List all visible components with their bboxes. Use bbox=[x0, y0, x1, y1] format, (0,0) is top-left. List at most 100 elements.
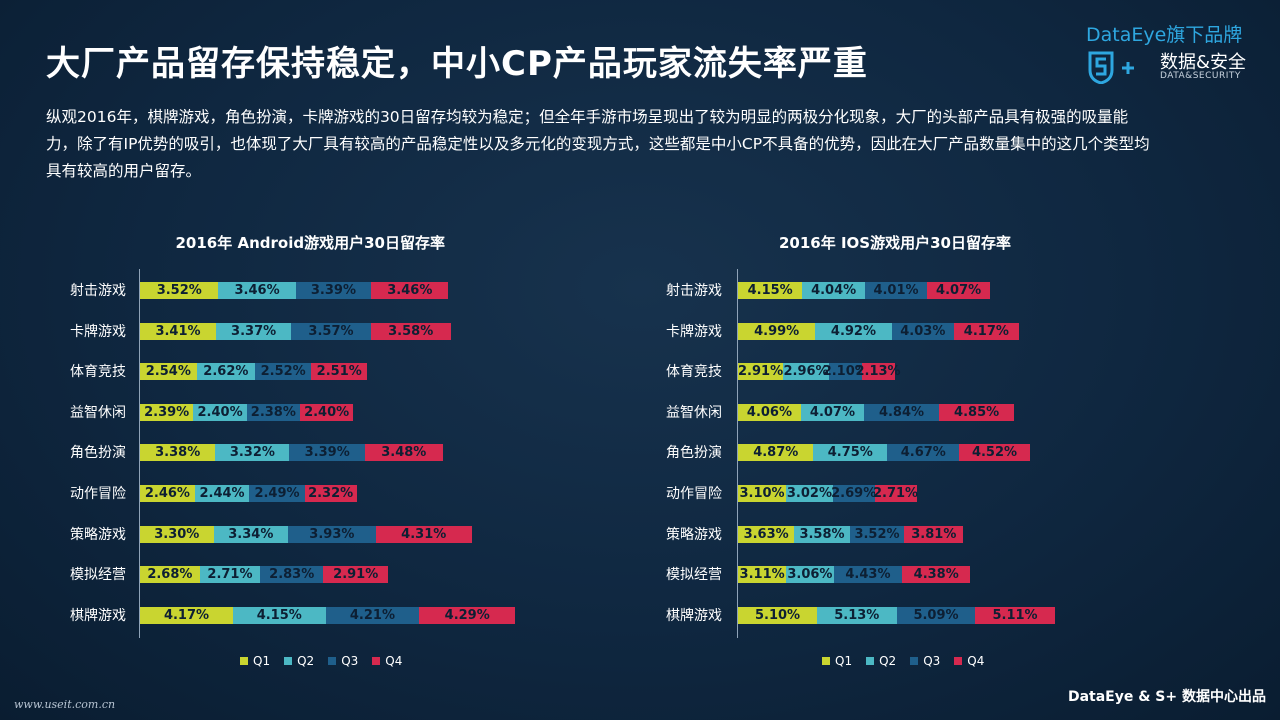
bar-segment-q2: 4.92% bbox=[815, 322, 892, 340]
legend-swatch bbox=[822, 657, 830, 665]
stacked-bar: 3.10% 3.02% 2.69% 2.71% bbox=[738, 485, 918, 502]
legend-swatch bbox=[328, 657, 337, 665]
stacked-bar: 2.39% 2.40% 2.38% 2.40% bbox=[140, 403, 354, 421]
bar-segment-q1: 2.68% bbox=[140, 566, 200, 584]
legend-item: Q3 bbox=[328, 654, 358, 668]
legend-label: Q2 bbox=[297, 654, 315, 668]
bar-segment-q1: 5.10% bbox=[738, 606, 818, 624]
page-title: 大厂产品留存保持稳定，中小CP产品玩家流失率严重 bbox=[46, 44, 868, 84]
category-label: 策略游戏 bbox=[70, 526, 126, 543]
bar-segment-q2: 3.46% bbox=[218, 282, 296, 299]
bar-segment-q2: 4.07% bbox=[800, 403, 864, 421]
bar-segment-q4: 2.40% bbox=[299, 403, 354, 421]
bar-segment-q2: 3.32% bbox=[215, 444, 290, 462]
bar-segment-q3: 2.38% bbox=[246, 403, 300, 421]
stacked-bar: 2.54% 2.62% 2.52% 2.51% bbox=[140, 363, 368, 381]
bar-segment-q2: 5.13% bbox=[817, 606, 897, 624]
bar-segment-q3: 3.39% bbox=[289, 444, 365, 462]
legend-label: Q4 bbox=[385, 654, 403, 668]
category-label: 益智休闲 bbox=[70, 404, 126, 421]
category-axis bbox=[139, 269, 140, 639]
bar-segment-q2: 3.37% bbox=[216, 322, 292, 340]
bar-segment-q1: 3.30% bbox=[140, 525, 214, 543]
stacked-bar: 5.10% 5.13% 5.09% 5.11% bbox=[738, 606, 1055, 624]
stacked-bar: 3.63% 3.58% 3.52% 3.81% bbox=[738, 525, 964, 543]
bar-segment-q4: 4.07% bbox=[927, 282, 991, 299]
bar-segment-q3: 5.09% bbox=[896, 606, 976, 624]
bar-segment-q4: 3.81% bbox=[904, 525, 964, 543]
bar-segment-q3: 4.01% bbox=[864, 282, 928, 299]
bar-segment-q3: 4.84% bbox=[864, 403, 940, 421]
bar-segment-q2: 4.15% bbox=[232, 606, 326, 624]
stacked-bar: 4.15% 4.04% 4.01% 4.07% bbox=[738, 282, 991, 299]
category-label: 体育竞技 bbox=[70, 364, 126, 381]
category-label: 角色扮演 bbox=[666, 445, 722, 462]
bar-segment-q1: 3.11% bbox=[738, 566, 787, 584]
stacked-bar: 3.38% 3.32% 3.39% 3.48% bbox=[140, 444, 443, 462]
brand-tagline: DataEye旗下品牌 bbox=[1086, 24, 1243, 46]
brand-subtitle: DATA&SECURITY bbox=[1160, 71, 1241, 81]
stacked-bar: 3.52% 3.46% 3.39% 3.46% bbox=[140, 282, 449, 299]
bar-segment-q3: 2.69% bbox=[831, 485, 877, 502]
bar-segment-q2: 2.44% bbox=[194, 485, 250, 502]
bar-segment-q2: 2.62% bbox=[196, 363, 256, 381]
bar-segment-q3: 2.52% bbox=[255, 363, 312, 381]
category-label: 卡牌游戏 bbox=[666, 323, 722, 340]
legend-item: Q2 bbox=[866, 654, 896, 668]
category-axis bbox=[737, 269, 738, 639]
bar-segment-q3: 4.03% bbox=[891, 322, 955, 340]
category-label: 模拟经营 bbox=[70, 567, 126, 584]
stacked-bar: 3.11% 3.06% 4.43% 4.38% bbox=[738, 566, 971, 584]
bar-segment-q4: 5.11% bbox=[975, 606, 1055, 624]
bar-segment-q1: 4.17% bbox=[140, 606, 233, 624]
bar-segment-q3: 4.21% bbox=[325, 606, 420, 624]
bar-segment-q4: 4.31% bbox=[375, 525, 472, 543]
bar-segment-q1: 2.46% bbox=[140, 485, 195, 502]
legend-item: Q1 bbox=[240, 654, 270, 668]
stacked-bar: 4.87% 4.75% 4.67% 4.52% bbox=[738, 444, 1030, 462]
bar-segment-q3: 3.52% bbox=[849, 525, 905, 543]
legend-item: Q4 bbox=[954, 654, 984, 668]
bar-segment-q4: 3.58% bbox=[370, 322, 451, 340]
intro-paragraph: 纵观2016年，棋牌游戏，角色扮演，卡牌游戏的30日留存均较为稳定；但全年手游市… bbox=[46, 108, 1150, 180]
bar-segment-q1: 3.52% bbox=[140, 282, 219, 299]
bar-segment-q2: 3.58% bbox=[794, 525, 850, 543]
legend-label: Q1 bbox=[835, 654, 853, 668]
footer-credit: DataEye & S+ 数据中心出品 bbox=[1067, 689, 1266, 705]
bar-segment-q1: 4.06% bbox=[738, 403, 801, 421]
bar-segment-q4: 4.85% bbox=[939, 403, 1015, 421]
stacked-bar: 3.30% 3.34% 3.93% 4.31% bbox=[140, 525, 472, 543]
category-label: 体育竞技 bbox=[666, 364, 722, 381]
legend-label: Q3 bbox=[341, 654, 359, 668]
bar-segment-q4: 3.46% bbox=[371, 282, 449, 299]
bar-segment-q2: 2.40% bbox=[193, 403, 247, 421]
bar-segment-q2: 4.75% bbox=[813, 444, 888, 462]
legend-label: Q4 bbox=[967, 654, 985, 668]
bar-segment-q4: 2.51% bbox=[311, 363, 368, 381]
bar-segment-q3: 2.49% bbox=[249, 485, 305, 502]
brand-name: 数据&安全 bbox=[1160, 52, 1247, 73]
bar-segment-q3: 3.93% bbox=[288, 525, 376, 543]
bar-segment-q4: 4.38% bbox=[902, 566, 971, 584]
bar-segment-q3: 3.57% bbox=[291, 322, 371, 340]
category-label: 射击游戏 bbox=[666, 283, 722, 299]
bar-segment-q1: 3.41% bbox=[140, 322, 217, 340]
legend-swatch bbox=[240, 657, 248, 665]
chart-legend: Q1 Q2 Q3 Q4 bbox=[240, 654, 402, 668]
bar-segment-q3: 4.43% bbox=[833, 566, 903, 584]
bar-segment-q1: 2.54% bbox=[140, 363, 197, 381]
legend-swatch bbox=[372, 657, 381, 665]
legend-item: Q1 bbox=[822, 654, 852, 668]
stacked-bar: 4.06% 4.07% 4.84% 4.85% bbox=[738, 403, 1015, 421]
bar-segment-q3: 2.10% bbox=[822, 363, 868, 381]
bar-segment-q4: 4.17% bbox=[954, 322, 1019, 340]
legend-swatch bbox=[284, 657, 293, 665]
bar-segment-q1: 4.99% bbox=[738, 322, 816, 340]
category-label: 棋牌游戏 bbox=[70, 607, 126, 624]
bar-segment-q3: 3.39% bbox=[295, 282, 372, 299]
category-label: 益智休闲 bbox=[666, 404, 722, 421]
legend-swatch bbox=[910, 657, 919, 665]
category-label: 动作冒险 bbox=[666, 486, 722, 502]
legend-swatch bbox=[866, 657, 875, 665]
bar-segment-q4: 2.13% bbox=[855, 363, 901, 381]
